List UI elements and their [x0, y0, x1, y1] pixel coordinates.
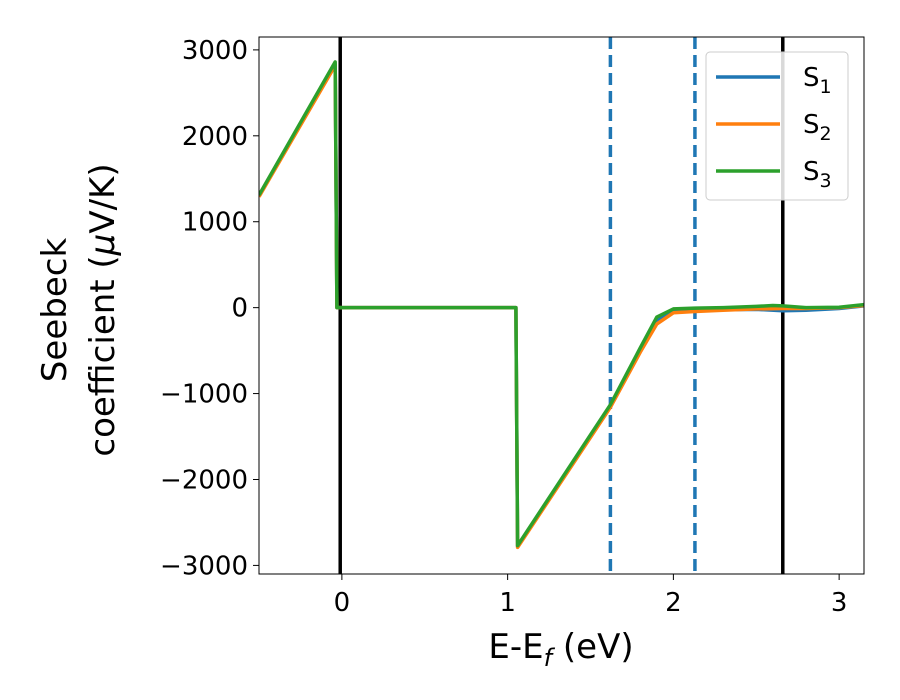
series-layer: [259, 60, 864, 550]
y-axis-label-line-1: Seebeck: [35, 238, 75, 383]
legend-label-s2: S2: [803, 110, 832, 145]
x-axis-label: E-Ef (eV): [488, 627, 633, 672]
legend-label-s3: S3: [803, 157, 832, 192]
x-tick-label: 0: [334, 588, 351, 618]
y-tick-label: 0: [231, 294, 248, 324]
y-tick-label: 3000: [182, 36, 248, 66]
x-tick-label: 2: [665, 588, 682, 618]
plot-frame: [258, 36, 865, 575]
legend-label-s1: S1: [803, 63, 832, 98]
y-tick-label: 2000: [182, 122, 248, 152]
y-axis-label-line-2: coefficient (μV/K): [83, 163, 123, 456]
series-line-s3: [259, 60, 864, 548]
y-tick-label: −1000: [160, 380, 248, 410]
y-tick-label: 1000: [182, 208, 248, 238]
x-tick-label: 3: [831, 588, 848, 618]
legend: S1 S2 S3: [705, 51, 849, 201]
y-tick-label: −2000: [160, 465, 248, 495]
x-tick-label: 1: [499, 588, 516, 618]
legend-box: [705, 51, 849, 201]
x-axis-ticks: 0 1 2 3: [334, 574, 848, 618]
y-tick-label: −3000: [160, 551, 248, 581]
y-axis-ticks: 3000 2000 1000 0 −1000 −2000 −3000: [160, 36, 259, 581]
